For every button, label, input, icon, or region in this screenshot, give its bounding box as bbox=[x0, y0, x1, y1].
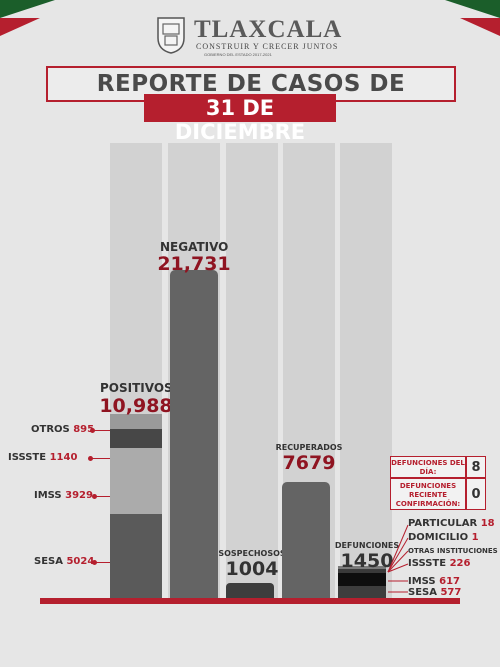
defunciones-dia-value: 8 bbox=[471, 460, 481, 475]
positivos-segment-sesa bbox=[110, 513, 162, 598]
defunciones-label: DEFUNCIONES bbox=[334, 541, 400, 550]
positivos-issste-pointer bbox=[90, 458, 110, 459]
defunciones-segment-sesa bbox=[338, 586, 386, 598]
corner-stripe-green-right bbox=[445, 0, 500, 18]
positivos-imss-dot bbox=[92, 494, 97, 499]
report-date: 31 DE DICIEMBRE bbox=[174, 96, 306, 144]
positivos-imss-label: IMSS 3929 bbox=[34, 490, 93, 501]
defunciones-segment-imss bbox=[338, 573, 386, 587]
sospechosos-value: 1004 bbox=[225, 558, 279, 580]
corner-stripe-red-left bbox=[0, 18, 40, 36]
column-defunciones bbox=[340, 143, 392, 600]
positivos-otros-label: OTROS 895 bbox=[31, 424, 95, 435]
bar-recuperados bbox=[282, 482, 330, 598]
bar-sospechosos bbox=[226, 582, 274, 598]
corner-stripe-red-right bbox=[460, 18, 500, 36]
defunciones-segment-domicilio bbox=[338, 566, 386, 568]
positivos-segment-otros bbox=[110, 414, 162, 429]
brand-title: TLAXCALA bbox=[194, 16, 343, 43]
def-imss-label: IMSS 617 bbox=[408, 576, 460, 587]
positivos-sesa-dot bbox=[92, 560, 97, 565]
positivos-value: 10,988 bbox=[99, 395, 173, 417]
defunciones-dia-box: DEFUNCIONES DEL DÍA: 8 bbox=[390, 456, 486, 478]
positivos-otros-pointer bbox=[92, 430, 110, 431]
negativo-label: NEGATIVO bbox=[160, 240, 229, 254]
defunciones-dia-separator bbox=[465, 457, 467, 477]
government-logo: TLAXCALA CONSTRUIR Y CRECER JUNTOS GOBIE… bbox=[156, 14, 356, 58]
def-issste-label: ISSSTE 226 bbox=[408, 558, 471, 569]
positivos-sesa-pointer bbox=[94, 562, 110, 563]
reciente-label: DEFUNCIONES RECIENTE CONFIRMACIÓN: bbox=[395, 482, 461, 508]
defunciones-dia-label: DEFUNCIONES DEL DÍA: bbox=[391, 459, 465, 476]
def-particular-label: PARTICULAR 18 bbox=[408, 518, 495, 529]
defunciones-value: 1450 bbox=[340, 550, 394, 572]
brand-government: GOBIERNO DEL ESTADO 2017-2021 bbox=[204, 52, 272, 57]
positivos-label: POSITIVOS bbox=[100, 381, 173, 395]
def-domicilio-label: DOMICILIO 1 bbox=[408, 532, 479, 543]
positivos-imss-pointer bbox=[94, 496, 110, 497]
bar-negativo bbox=[170, 270, 218, 598]
report-date-box: 31 DE DICIEMBRE bbox=[144, 94, 336, 144]
def-otras-label: OTRAS INSTITUCIONES 11 bbox=[408, 547, 498, 555]
recuperados-label: RECUPERADOS bbox=[275, 443, 343, 452]
positivos-issste-label: ISSSTE 1140 bbox=[8, 452, 78, 463]
defunciones-pointer-lines bbox=[387, 524, 409, 593]
defunciones-segment-particular bbox=[338, 565, 386, 567]
corner-stripe-green-left bbox=[0, 0, 55, 18]
brand-slogan: CONSTRUIR Y CRECER JUNTOS bbox=[196, 42, 339, 51]
positivos-otros-dot bbox=[90, 428, 95, 433]
positivos-segment-issste bbox=[110, 428, 162, 449]
positivos-sesa-label: SESA 5024 bbox=[34, 556, 95, 567]
positivos-issste-dot bbox=[88, 456, 93, 461]
chart-baseline bbox=[40, 598, 460, 604]
recuperados-value: 7679 bbox=[282, 452, 336, 474]
defunciones-segment-otras-instituciones bbox=[338, 567, 386, 569]
def-sesa-label: SESA 577 bbox=[408, 587, 462, 598]
negativo-value: 21,731 bbox=[157, 253, 231, 275]
reciente-box: DEFUNCIONES RECIENTE CONFIRMACIÓN: 0 bbox=[390, 478, 486, 510]
defunciones-segment-issste bbox=[338, 568, 386, 574]
coat-of-arms-icon bbox=[157, 17, 185, 54]
reciente-separator bbox=[465, 479, 467, 509]
positivos-segment-imss bbox=[110, 448, 162, 514]
reciente-value: 0 bbox=[471, 487, 481, 502]
sospechosos-label: SOSPECHOSOS bbox=[218, 549, 286, 558]
column-sospechosos bbox=[226, 143, 278, 600]
